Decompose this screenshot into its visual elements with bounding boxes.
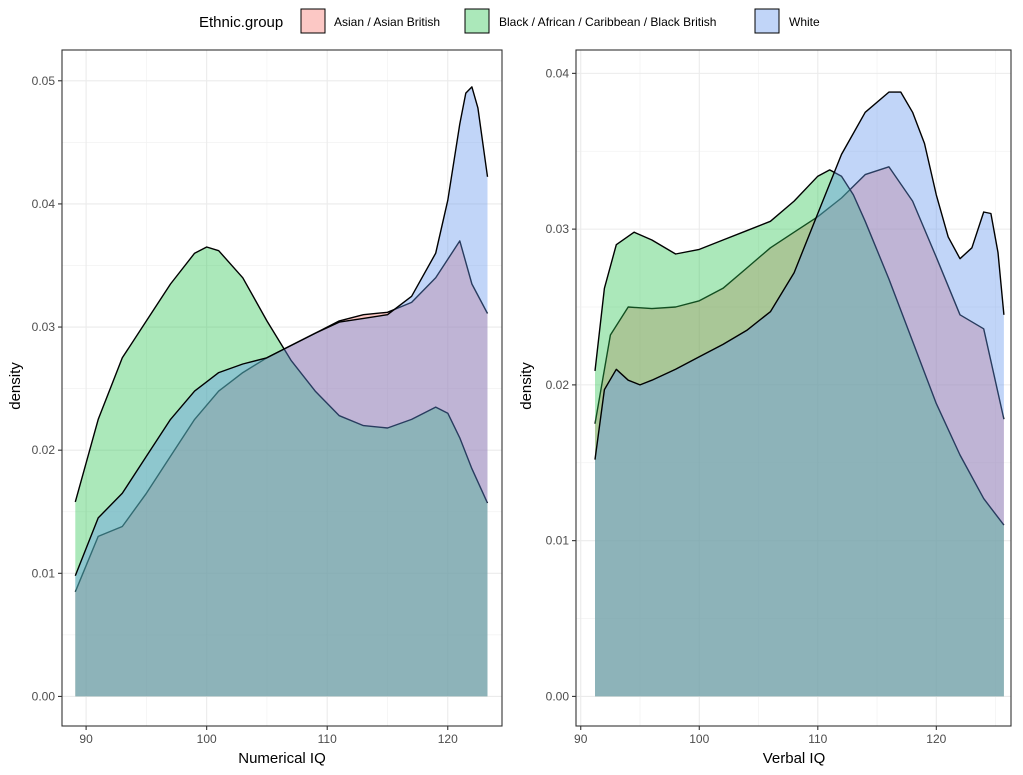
- verbal-y-tick-label: 0.01: [546, 534, 570, 548]
- verbal-y-tick-label: 0.02: [546, 378, 570, 392]
- verbal-density-areas: [594, 91, 1005, 697]
- numerical-area-1: [75, 247, 488, 697]
- numerical-panel-border: [61, 49, 503, 727]
- numerical-density-line-1: [74, 246, 489, 504]
- numerical-y-tick-label: 0.04: [32, 197, 56, 211]
- legend-key-white: [754, 8, 780, 34]
- verbal-x-tick-label: 90: [574, 732, 588, 746]
- numerical-y-tick-label: 0.00: [32, 689, 56, 703]
- verbal-y-tick-label: 0.00: [546, 689, 570, 703]
- verbal-panel-border: [575, 49, 1012, 727]
- legend-label-asian: Asian / Asian British: [334, 15, 440, 29]
- numerical-density-areas: [74, 86, 489, 697]
- verbal-y-tick-label: 0.04: [546, 66, 570, 80]
- verbal-area-1: [595, 169, 1004, 697]
- verbal-iq-panel: Verbal IQ density 90 100 110 120 0.00 0.01 0.0…: [518, 49, 1012, 767]
- y-axis-title-numerical: density: [7, 362, 24, 410]
- numerical-density-line-2: [74, 86, 489, 577]
- legend: Ethnic.group Asian / Asian British Black…: [199, 8, 820, 34]
- verbal-y-tick-label: 0.03: [546, 222, 570, 236]
- numerical-grid: [62, 50, 502, 726]
- verbal-area-2: [595, 92, 1004, 697]
- numerical-y-tick-label: 0.01: [32, 566, 56, 580]
- verbal-density-line-0: [594, 166, 1005, 424]
- numerical-iq-panel: Numerical IQ density 90 100 110 120 0.00 0.01…: [7, 49, 503, 767]
- x-axis-title-verbal: Verbal IQ: [763, 750, 826, 767]
- numerical-area-2: [75, 86, 488, 697]
- verbal-x-tick-label: 110: [808, 732, 827, 746]
- verbal-area-0: [595, 166, 1004, 697]
- numerical-y-tick-label: 0.03: [32, 320, 56, 334]
- legend-key-black: [464, 8, 490, 34]
- verbal-density-line-2: [594, 91, 1005, 460]
- legend-key-asian: [300, 8, 326, 34]
- numerical-y-tick-label: 0.05: [32, 74, 56, 88]
- legend-title: Ethnic.group: [199, 14, 283, 31]
- numerical-x-tick-label: 90: [79, 732, 93, 746]
- numerical-y-tick-label: 0.02: [32, 443, 56, 457]
- y-axis-title-verbal: density: [518, 362, 535, 410]
- numerical-x-tick-label: 120: [438, 732, 458, 746]
- legend-label-black: Black / African / Caribbean / Black Brit…: [499, 15, 716, 29]
- verbal-density-line-1: [594, 169, 1005, 526]
- verbal-grid: [576, 50, 1011, 726]
- verbal-x-tick-label: 120: [926, 732, 946, 746]
- numerical-x-tick-label: 110: [318, 732, 337, 746]
- legend-label-white: White: [789, 15, 820, 29]
- numerical-x-tick-label: 100: [197, 732, 217, 746]
- numerical-area-0: [75, 240, 488, 697]
- verbal-x-tick-label: 100: [689, 732, 709, 746]
- x-axis-title-numerical: Numerical IQ: [238, 750, 326, 767]
